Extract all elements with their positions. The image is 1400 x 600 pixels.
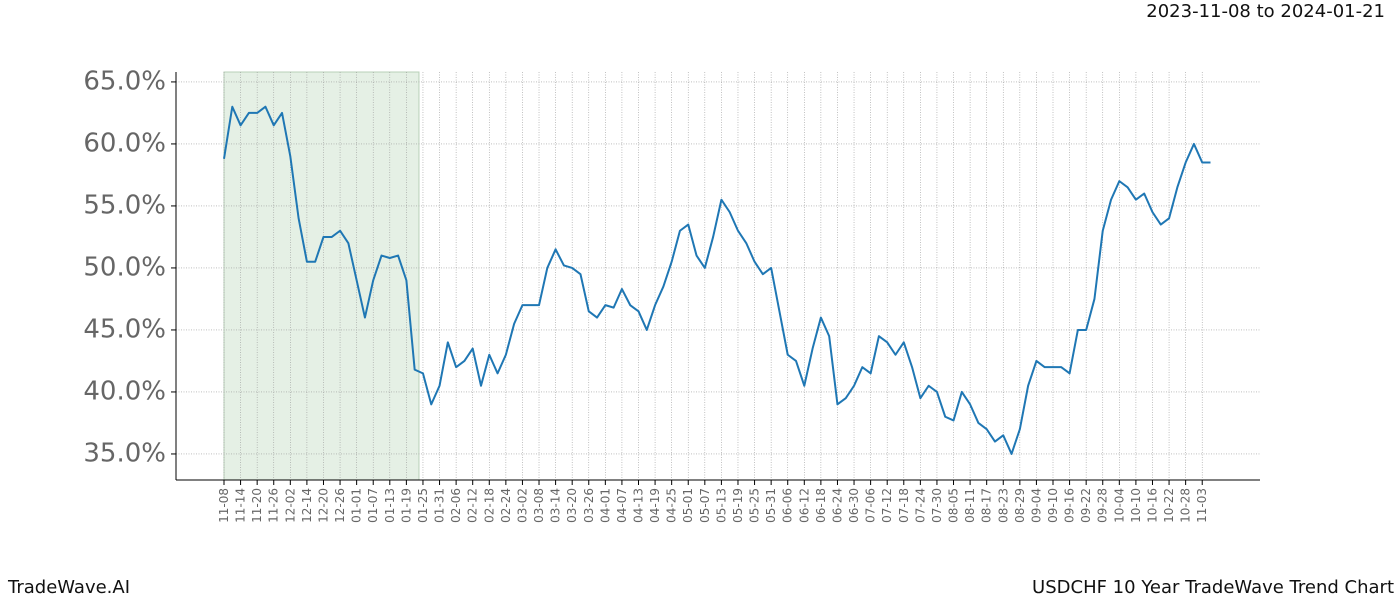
x-tick-label: 10-04 bbox=[1112, 488, 1126, 523]
y-tick-label: 35.0% bbox=[83, 438, 166, 468]
x-tick-label: 03-26 bbox=[582, 488, 596, 523]
chart-title: USDCHF 10 Year TradeWave Trend Chart bbox=[1032, 577, 1394, 598]
x-tick-label: 08-17 bbox=[980, 488, 994, 523]
x-tick-label: 06-30 bbox=[847, 488, 861, 523]
x-tick-label: 04-01 bbox=[598, 488, 612, 523]
x-tick-label: 02-24 bbox=[499, 488, 513, 523]
x-tick-label: 02-06 bbox=[449, 488, 463, 523]
x-tick-label: 02-18 bbox=[482, 488, 496, 523]
x-tick-label: 07-06 bbox=[864, 488, 878, 523]
x-tick-label: 04-25 bbox=[665, 488, 679, 523]
x-tick-label: 03-20 bbox=[565, 488, 579, 523]
x-tick-label: 01-07 bbox=[366, 488, 380, 523]
y-tick-label: 60.0% bbox=[83, 128, 166, 158]
y-tick-label: 50.0% bbox=[83, 252, 166, 282]
x-tick-label: 06-06 bbox=[781, 488, 795, 523]
x-tick-label: 08-11 bbox=[963, 488, 977, 523]
x-tick-label: 02-12 bbox=[466, 488, 480, 523]
x-tick-label: 07-24 bbox=[913, 488, 927, 523]
x-tick-label: 10-22 bbox=[1162, 488, 1176, 523]
x-tick-label: 12-20 bbox=[316, 488, 330, 523]
y-tick-label: 65.0% bbox=[83, 66, 166, 96]
x-tick-label: 10-28 bbox=[1179, 488, 1193, 523]
x-tick-label: 11-08 bbox=[217, 488, 231, 523]
x-tick-label: 01-31 bbox=[433, 488, 447, 523]
x-tick-label: 07-30 bbox=[930, 488, 944, 523]
x-tick-label: 09-16 bbox=[1063, 488, 1077, 523]
x-tick-label: 08-29 bbox=[1013, 488, 1027, 523]
x-tick-label: 04-07 bbox=[615, 488, 629, 523]
x-tick-label: 10-16 bbox=[1145, 488, 1159, 523]
date-range: 2023-11-08 to 2024-01-21 bbox=[1146, 1, 1385, 22]
x-tick-label: 03-08 bbox=[532, 488, 546, 523]
y-tick-label: 40.0% bbox=[83, 376, 166, 406]
x-tick-label: 06-24 bbox=[830, 488, 844, 523]
x-tick-label: 04-13 bbox=[632, 488, 646, 523]
x-tick-label: 05-31 bbox=[764, 488, 778, 523]
x-tick-label: 07-12 bbox=[880, 488, 894, 523]
x-tick-label: 10-10 bbox=[1129, 488, 1143, 523]
x-tick-label: 12-26 bbox=[333, 488, 347, 523]
x-tick-label: 05-19 bbox=[731, 488, 745, 523]
x-tick-label: 12-14 bbox=[300, 488, 314, 523]
trend-line bbox=[223, 105, 1211, 455]
x-tick-label: 11-20 bbox=[250, 488, 264, 523]
x-tick-label: 08-05 bbox=[947, 488, 961, 523]
x-tick-label: 11-26 bbox=[267, 488, 281, 523]
x-tick-label: 03-14 bbox=[549, 488, 563, 523]
shaded-region bbox=[223, 71, 420, 481]
x-tick-label: 05-25 bbox=[748, 488, 762, 523]
x-tick-label: 01-25 bbox=[416, 488, 430, 523]
x-tick-label: 09-22 bbox=[1079, 488, 1093, 523]
brand: TradeWave.AI bbox=[7, 577, 130, 598]
x-tick-label: 01-13 bbox=[383, 488, 397, 523]
x-tick-label: 06-18 bbox=[814, 488, 828, 523]
x-tick-label: 08-23 bbox=[996, 488, 1010, 523]
x-tick-label: 01-01 bbox=[350, 488, 364, 523]
x-tick-label: 05-07 bbox=[698, 488, 712, 523]
x-tick-label: 01-19 bbox=[399, 488, 413, 523]
x-tick-label: 09-28 bbox=[1096, 488, 1110, 523]
x-tick-label: 06-12 bbox=[797, 488, 811, 523]
x-tick-label: 04-19 bbox=[648, 488, 662, 523]
x-tick-label: 03-02 bbox=[515, 488, 529, 523]
y-tick-label: 45.0% bbox=[83, 314, 166, 344]
x-tick-label: 09-04 bbox=[1029, 488, 1043, 523]
x-tick-label: 07-18 bbox=[897, 488, 911, 523]
x-tick-label: 11-03 bbox=[1195, 488, 1209, 523]
x-tick-label: 05-13 bbox=[714, 488, 728, 523]
x-tick-label: 12-02 bbox=[283, 488, 297, 523]
x-tick-label: 05-01 bbox=[681, 488, 695, 523]
x-tick-label: 09-10 bbox=[1046, 488, 1060, 523]
x-tick-label: 11-14 bbox=[234, 488, 248, 523]
y-tick-label: 55.0% bbox=[83, 190, 166, 220]
